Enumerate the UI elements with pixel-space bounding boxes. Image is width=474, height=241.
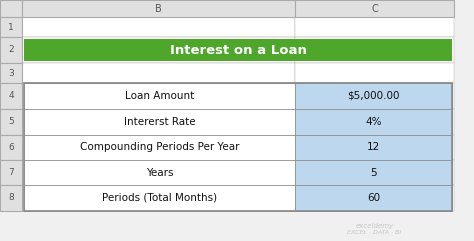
Bar — [295, 185, 454, 211]
Text: exceldemy: exceldemy — [356, 223, 393, 229]
Bar — [22, 109, 295, 135]
Text: C: C — [371, 4, 378, 13]
Bar — [0, 0, 22, 17]
Bar — [0, 17, 22, 37]
Bar — [24, 83, 452, 211]
Text: 3: 3 — [8, 68, 14, 78]
Text: 1: 1 — [8, 22, 14, 32]
Bar — [295, 135, 452, 160]
Bar — [22, 135, 295, 160]
Text: Interest on a Loan: Interest on a Loan — [170, 43, 306, 56]
Bar — [0, 37, 22, 63]
Bar — [295, 63, 454, 83]
Text: B: B — [155, 4, 162, 13]
Bar — [22, 185, 295, 211]
Bar — [295, 109, 454, 135]
Bar — [295, 83, 454, 109]
Bar — [295, 109, 452, 135]
Bar — [24, 160, 295, 185]
Bar — [295, 83, 452, 109]
Text: 8: 8 — [8, 194, 14, 202]
Bar — [24, 39, 452, 61]
Text: Compounding Periods Per Year: Compounding Periods Per Year — [80, 142, 239, 153]
Bar — [295, 0, 454, 17]
Bar — [22, 37, 295, 63]
Text: 4%: 4% — [365, 117, 382, 127]
Text: Years: Years — [146, 167, 173, 178]
Text: Periods (Total Months): Periods (Total Months) — [102, 193, 217, 203]
Bar — [0, 63, 22, 83]
Bar — [0, 160, 22, 185]
Bar — [22, 160, 295, 185]
Text: 7: 7 — [8, 168, 14, 177]
Bar — [0, 109, 22, 135]
Bar — [22, 83, 295, 109]
Bar — [295, 160, 452, 185]
Text: Intererst Rate: Intererst Rate — [124, 117, 195, 127]
Bar — [24, 135, 295, 160]
Bar — [295, 37, 454, 63]
Text: 5: 5 — [370, 167, 377, 178]
Text: 5: 5 — [8, 118, 14, 127]
Bar — [0, 185, 22, 211]
Text: 4: 4 — [8, 92, 14, 100]
Bar — [0, 0, 22, 17]
Bar — [22, 0, 295, 17]
Text: 6: 6 — [8, 143, 14, 152]
Bar — [295, 185, 452, 211]
Bar — [22, 63, 295, 83]
Text: EXCEL · DATA · BI: EXCEL · DATA · BI — [347, 230, 401, 235]
Bar — [295, 135, 454, 160]
Bar — [0, 83, 22, 109]
Bar — [24, 109, 295, 135]
Text: $5,000.00: $5,000.00 — [347, 91, 400, 101]
Text: Loan Amount: Loan Amount — [125, 91, 194, 101]
Bar — [24, 185, 295, 211]
Bar — [295, 160, 454, 185]
Bar — [295, 17, 454, 37]
Text: 60: 60 — [367, 193, 380, 203]
Bar — [22, 17, 295, 37]
Bar — [0, 135, 22, 160]
Bar — [24, 83, 295, 109]
Text: 12: 12 — [367, 142, 380, 153]
Text: 2: 2 — [8, 46, 14, 54]
